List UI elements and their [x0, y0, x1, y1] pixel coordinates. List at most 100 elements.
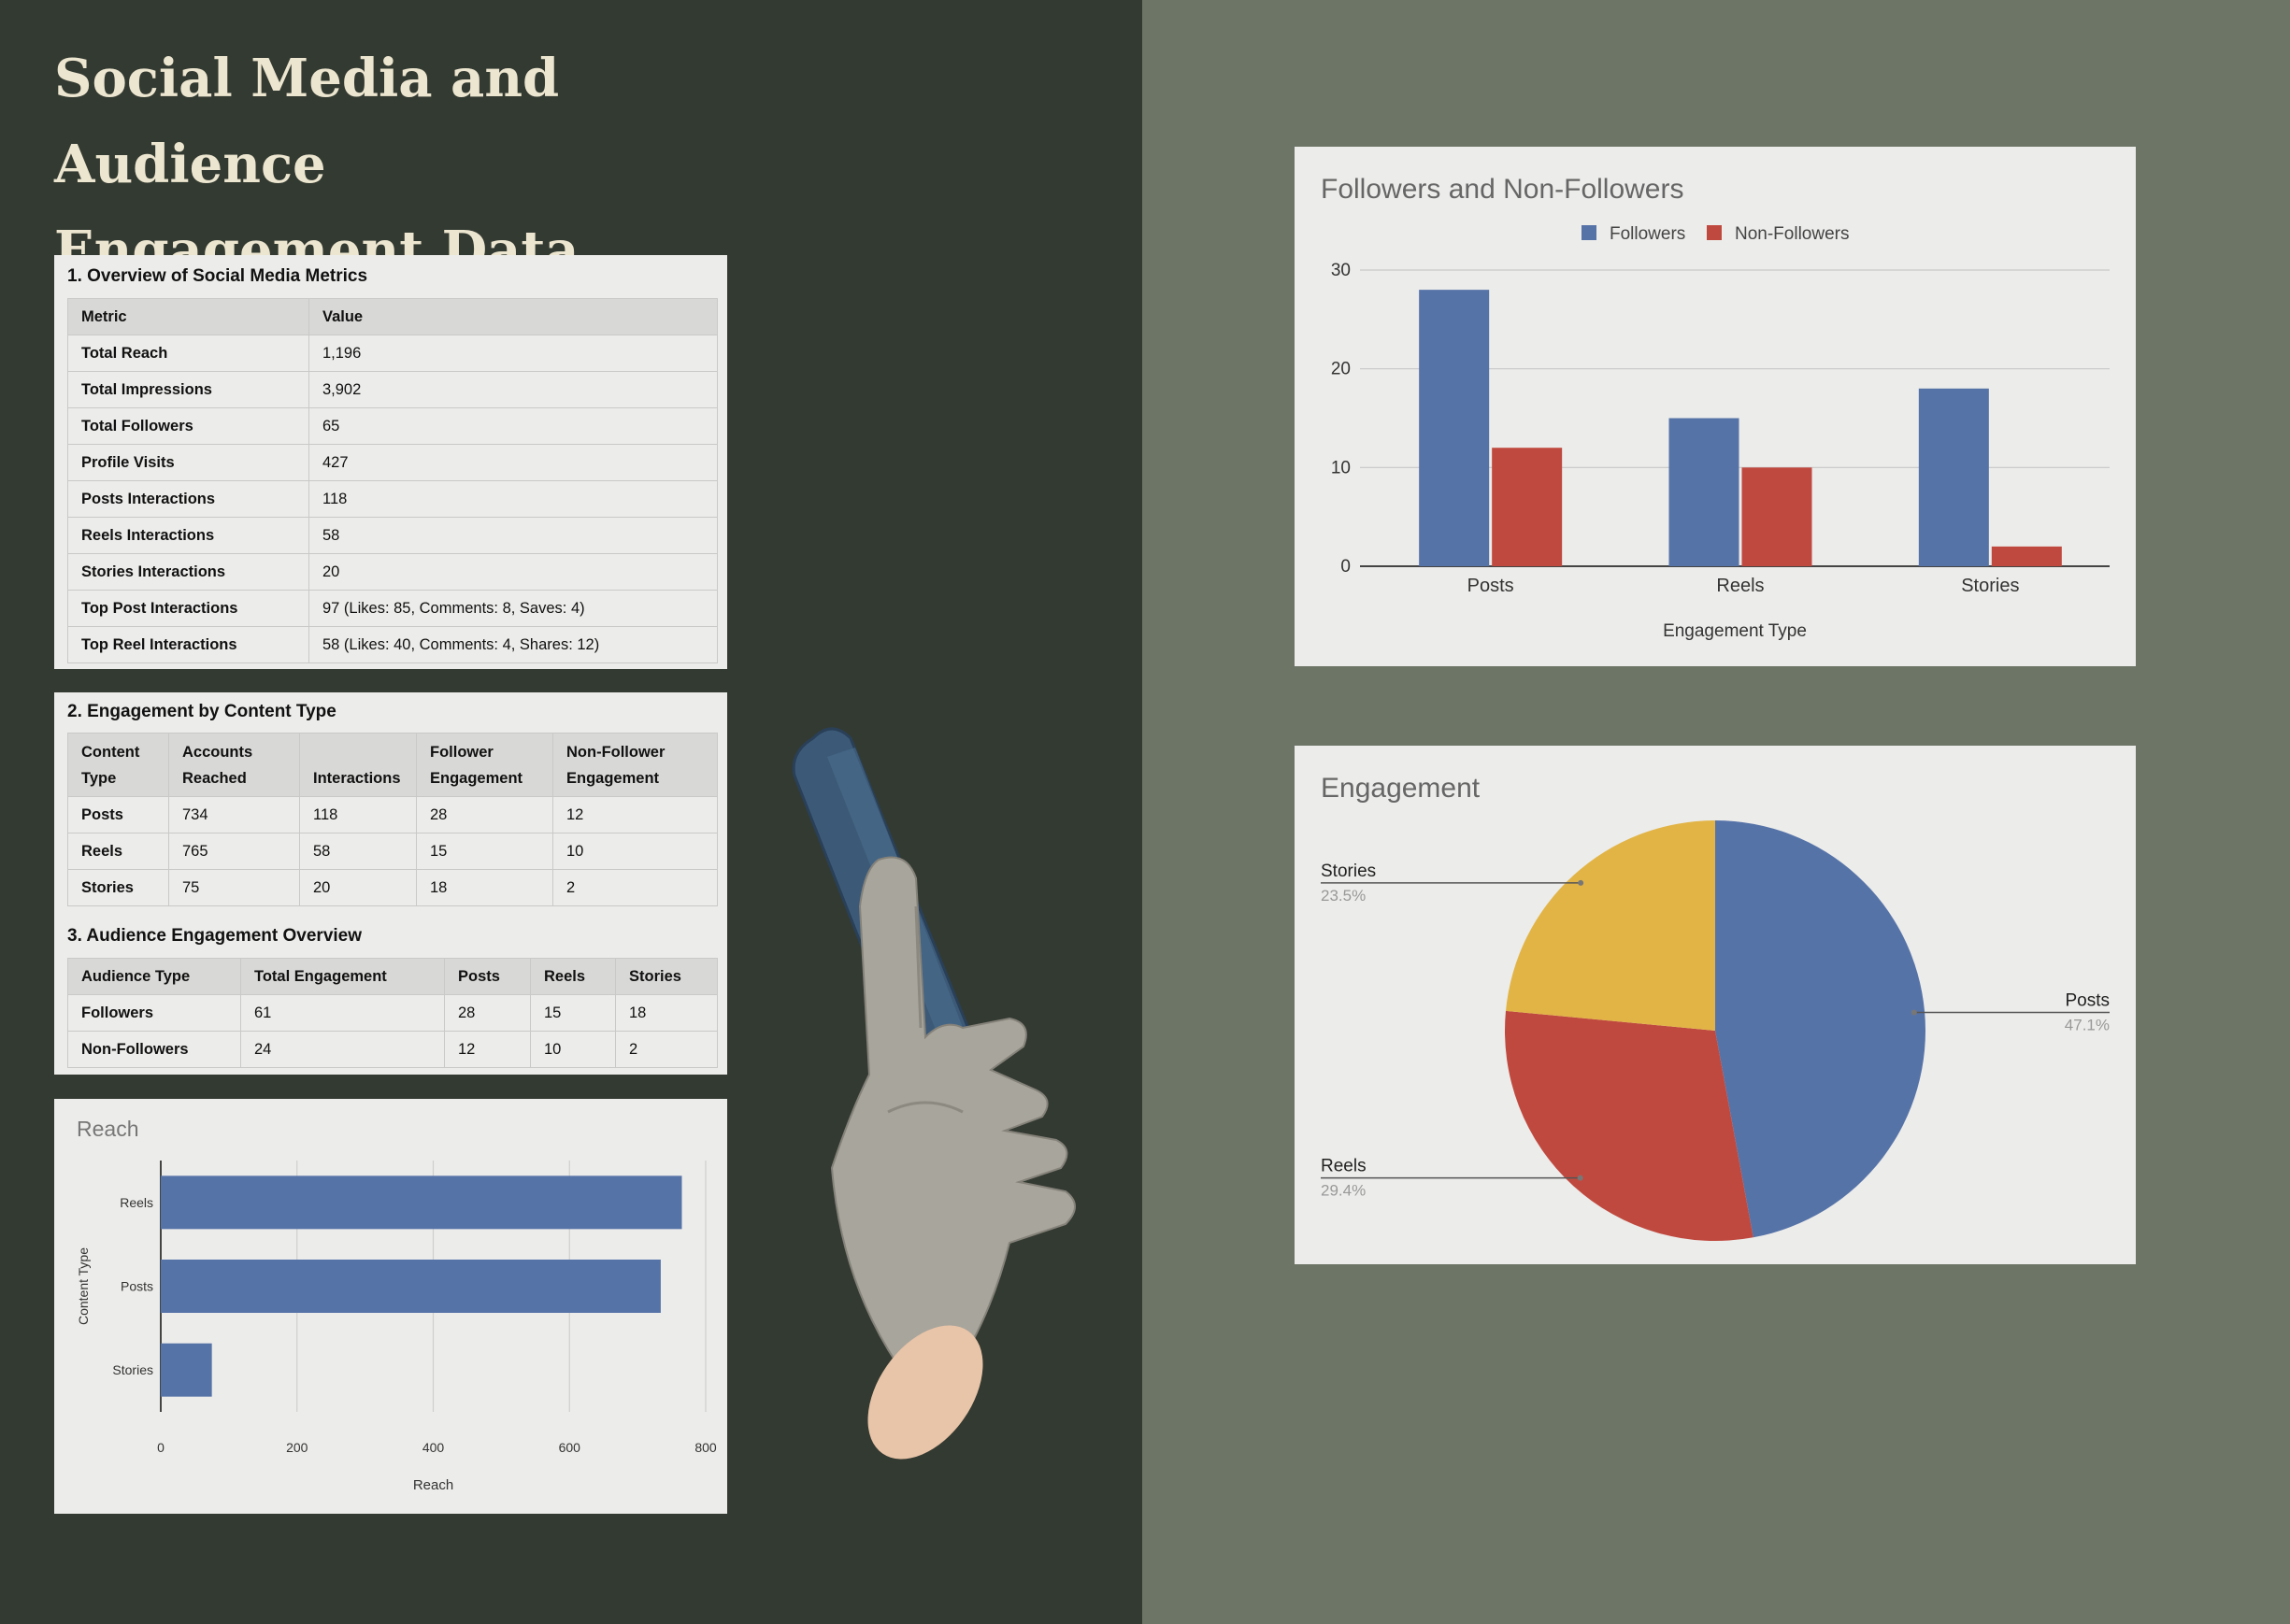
table-row: Total Reach 1,196	[67, 335, 718, 372]
table-cell: 20	[299, 869, 417, 906]
column-header: Non-Follower Engagement	[552, 733, 718, 797]
table-row: Posts 734 118 28 12	[67, 796, 718, 833]
chart-title: Engagement	[1321, 773, 1481, 804]
x-tick-label: 800	[694, 1440, 717, 1455]
leader-dot	[1578, 879, 1584, 886]
table-cell: 2	[552, 869, 718, 906]
page-title-line1: Social Media and Audience	[54, 48, 560, 195]
table-cell: 10	[552, 833, 718, 870]
table-cell: 2	[615, 1031, 718, 1068]
table-row: Top Post Interactions 97 (Likes: 85, Comm…	[67, 590, 718, 627]
x-tick-label: 200	[286, 1440, 308, 1455]
x-axis-label: Engagement Type	[1663, 621, 1807, 641]
slice-label: Reels	[1321, 1157, 1367, 1176]
table-cell: 97 (Likes: 85, Comments: 8, Saves: 4)	[308, 590, 718, 627]
x-axis-label: Reach	[413, 1477, 453, 1493]
y-axis-label: Content Type	[76, 1247, 91, 1325]
x-tick-label: 400	[422, 1440, 445, 1455]
y-tick-label: 10	[1331, 458, 1351, 477]
hand-illustration	[830, 856, 1076, 1375]
slice-percent-label: 47.1%	[2065, 1017, 2110, 1034]
engagement-tables-card: 2. Engagement by Content Type Content Typ…	[54, 692, 727, 1075]
y-tick-label: 20	[1331, 360, 1351, 379]
chart-title: Reach	[77, 1117, 138, 1141]
legend-label: Followers	[1610, 224, 1685, 244]
row-label-cell: Posts	[67, 796, 169, 833]
slice-label: Posts	[2065, 991, 2110, 1011]
slice-percent-label: 23.5%	[1321, 887, 1366, 905]
bar-posts	[161, 1260, 661, 1313]
table-row: Non-Followers 24 12 10 2	[67, 1031, 718, 1068]
y-tick-label: Stories	[112, 1362, 153, 1377]
row-label-cell: Non-Followers	[67, 1031, 241, 1068]
table-row: Stories Interactions 20	[67, 553, 718, 591]
x-tick-label: 0	[157, 1440, 165, 1455]
table-cell: 75	[168, 869, 300, 906]
chart-title: Followers and Non-Followers	[1321, 174, 1683, 205]
table-cell: 15	[530, 994, 616, 1032]
row-label-cell: Reels	[67, 833, 169, 870]
audience-engagement-table: Audience Type Total Engagement Posts Ree…	[67, 958, 718, 1068]
table-row: Top Reel Interactions 58 (Likes: 40, Comm…	[67, 626, 718, 663]
table-cell: 61	[240, 994, 445, 1032]
table-header-row: Audience Type Total Engagement Posts Ree…	[67, 958, 718, 995]
pie-slice-reels	[1505, 1010, 1753, 1241]
row-label-cell: Reels Interactions	[67, 517, 309, 554]
engagement-pie-chart: Engagement Posts 47.1% Reels 29.4% Stories 23.…	[1321, 773, 2110, 1241]
followers-chart-card: Followers and Non-Followers Followers Non-…	[1295, 147, 2136, 666]
column-header: Reels	[530, 958, 616, 995]
table-cell: 118	[308, 480, 718, 518]
y-tick-label: 0	[1340, 557, 1351, 577]
audience-engagement-title: 3. Audience Engagement Overview	[67, 926, 363, 946]
legend-swatch	[1707, 225, 1722, 240]
reach-chart: Reach 0 200 400 600 800 Reels Posts Stories Reach…	[76, 1117, 717, 1493]
overview-metrics-table: Metric Value Total Reach 1,196 Total Impre…	[67, 298, 718, 663]
row-label-cell: Top Post Interactions	[67, 590, 309, 627]
reach-chart-card: Reach 0 200 400 600 800 Reels Posts Stories Reach…	[54, 1099, 727, 1514]
column-header: Stories	[615, 958, 718, 995]
column-header: Content Type	[67, 733, 169, 797]
table-row: Followers 61 28 15 18	[67, 994, 718, 1032]
bar-followers-reels	[1668, 418, 1739, 566]
engagement-by-content-title: 2. Engagement by Content Type	[67, 702, 336, 721]
row-label-cell: Total Reach	[67, 335, 309, 372]
bar-stories	[161, 1343, 212, 1397]
table-cell: 15	[416, 833, 553, 870]
x-tick-label: 600	[559, 1440, 581, 1455]
hand-holding-phone-illustration	[792, 727, 1076, 1460]
bar-reels	[161, 1175, 682, 1230]
table-cell: 58	[308, 517, 718, 554]
overview-metrics-title: 1. Overview of Social Media Metrics	[67, 266, 368, 286]
column-header: Follower Engagement	[416, 733, 553, 797]
pie-slice-posts	[1715, 820, 1925, 1238]
column-header: Value	[308, 298, 718, 335]
table-cell: 10	[530, 1031, 616, 1068]
table-row: Total Impressions 3,902	[67, 371, 718, 408]
row-label-cell: Top Reel Interactions	[67, 626, 309, 663]
table-row: Reels 765 58 15 10	[67, 833, 718, 870]
table-cell: 28	[416, 796, 553, 833]
table-cell: 18	[615, 994, 718, 1032]
overview-metrics-card: 1. Overview of Social Media Metrics Metr…	[54, 255, 727, 669]
leader-dot	[1911, 1009, 1917, 1016]
row-label-cell: Posts Interactions	[67, 480, 309, 518]
slice-label: Stories	[1321, 862, 1376, 881]
table-cell: 58	[299, 833, 417, 870]
table-cell: 12	[444, 1031, 531, 1068]
column-header: Posts	[444, 958, 531, 995]
column-header: Audience Type	[67, 958, 241, 995]
table-cell: 28	[444, 994, 531, 1032]
pie-slice-stories	[1505, 820, 1715, 1031]
x-tick-label: Stories	[1961, 576, 2019, 596]
table-header-row: Content Type Accounts Reached Interactions…	[67, 733, 718, 797]
table-cell: 20	[308, 553, 718, 591]
table-row: Reels Interactions 58	[67, 517, 718, 554]
bar-followers-stories	[1918, 388, 1989, 566]
legend-swatch	[1582, 225, 1596, 240]
table-cell: 12	[552, 796, 718, 833]
column-header: Total Engagement	[240, 958, 445, 995]
row-label-cell: Stories	[67, 869, 169, 906]
table-cell: 24	[240, 1031, 445, 1068]
row-label-cell: Followers	[67, 994, 241, 1032]
table-cell: 1,196	[308, 335, 718, 372]
